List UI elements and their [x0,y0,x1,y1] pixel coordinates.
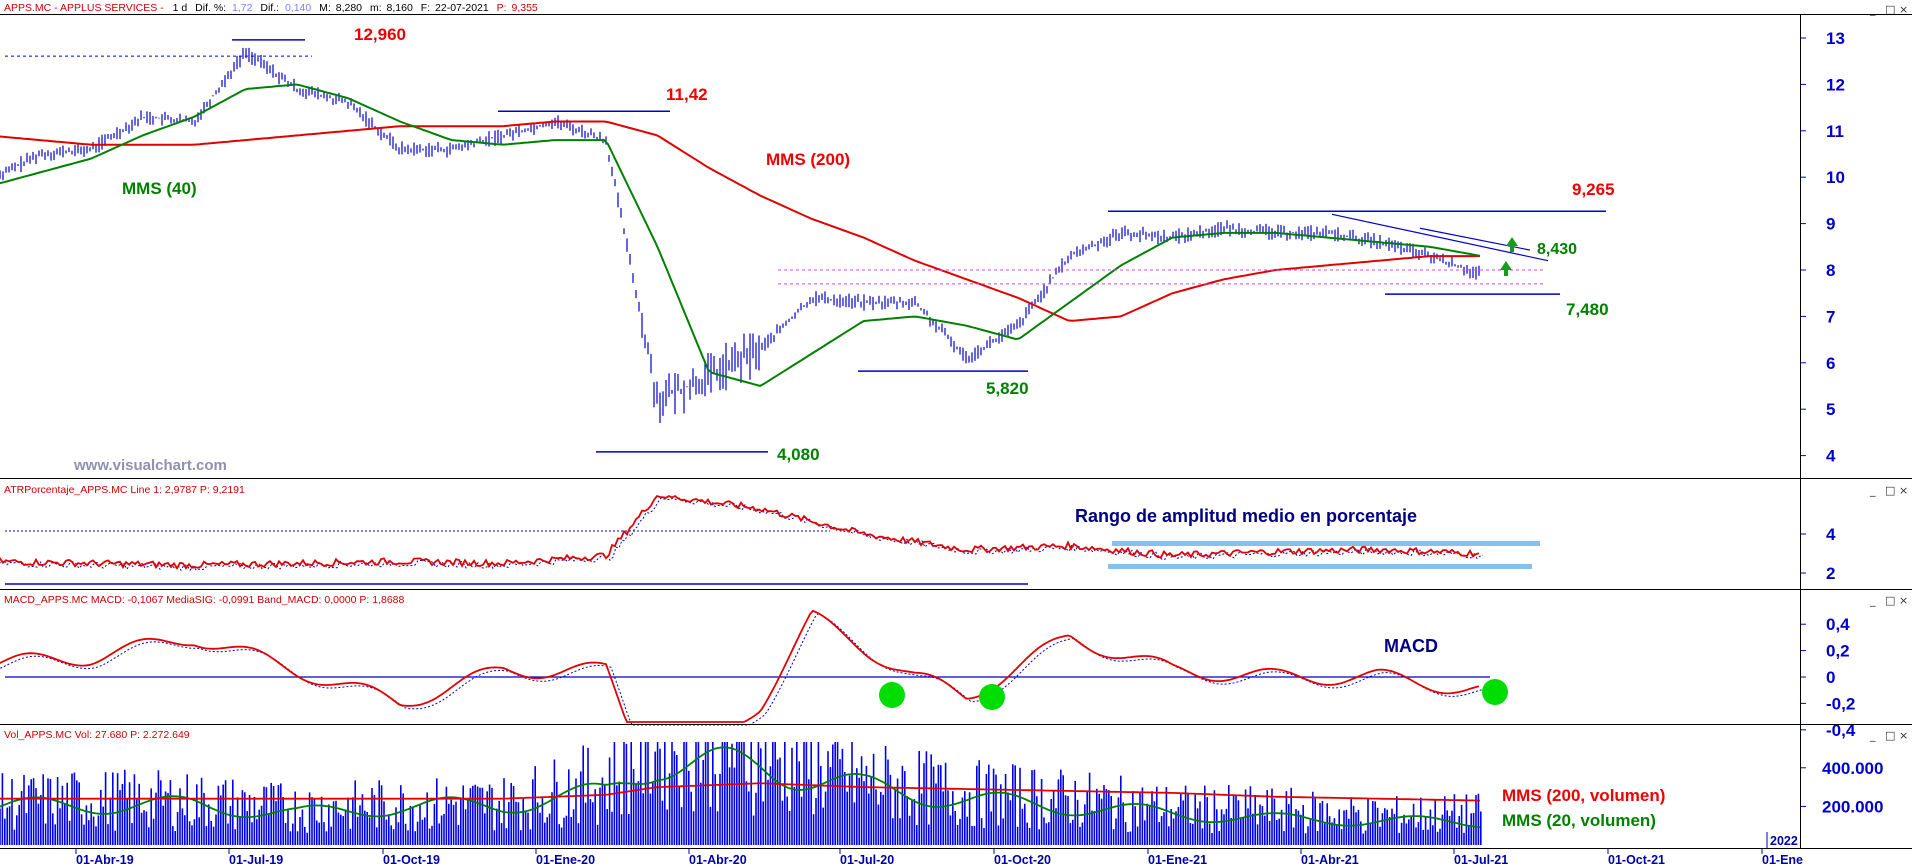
up-arrow-icon [1506,237,1518,252]
label-mid: 8,430 [1537,241,1577,258]
macd-close-button[interactable]: × [1899,594,1908,607]
atr-band-top [1112,541,1540,546]
price-tick-label: 12 [1826,75,1845,94]
label-top2: 11,42 [666,85,708,104]
signal-dot [879,682,905,708]
mms200-line [0,120,1480,322]
atr-close-button[interactable]: × [1899,484,1908,497]
mms40-line [0,83,1481,387]
date-tick-label: 01-Abr-21 [1301,853,1359,867]
label-low2: 5,820 [986,379,1029,398]
volume-plot[interactable]: 200.000 400.000 [0,742,1883,845]
price-window-buttons[interactable]: _ □ × [1869,3,1908,16]
price-panel[interactable]: APPS.MC - APPLUS SERVICES - 1 d Dif. %: … [0,2,1908,474]
macd-line [0,609,1480,723]
price-tick-label: 10 [1826,168,1845,187]
date-tick-label: 01-Oct-21 [1608,853,1665,867]
atr-plot[interactable]: 24 [0,494,1836,585]
atr-band-bottom [1108,564,1532,569]
date-tick-label: 01-Oct-19 [383,853,440,867]
label-mms200: MMS (200) [766,150,850,169]
trendline-down [1331,213,1549,262]
atr-tick-label: 4 [1826,525,1836,544]
price-tick-label: 4 [1826,447,1836,466]
volume-maximize-button[interactable]: □ [1885,729,1895,742]
label-high: 12,960 [354,25,406,44]
macd-maximize-button[interactable]: □ [1885,594,1895,607]
date-tick-label: 01-Jul-20 [840,853,894,867]
volume-tick-label: 200.000 [1822,797,1883,816]
atr-title: Rango de amplitud medio en porcentaje [1075,506,1417,526]
close-button[interactable]: × [1899,3,1908,16]
date-tick-label: 01-Ene-21 [1148,853,1207,867]
label-resist: 9,265 [1572,180,1615,199]
atr-window-buttons[interactable]: _ □ × [1869,484,1908,497]
macd-tick-label: 0,4 [1826,615,1850,634]
date-tick-label: 01-Oct-20 [994,853,1051,867]
price-tick-label: 5 [1826,400,1835,419]
price-header: APPS.MC - APPLUS SERVICES - 1 d Dif. %: … [4,2,538,14]
panel-frames [0,14,1912,849]
atr-minimize-button[interactable]: _ [1869,484,1876,497]
price-annotations: 12,960 11,42 MMS (200) MMS (40) 9,265 8,… [122,25,1615,464]
macd-window-buttons[interactable]: _ □ × [1869,594,1908,607]
atr-maximize-button[interactable]: □ [1885,484,1895,497]
minimize-button[interactable]: _ [1869,3,1876,16]
macd-tick-label: 0,2 [1826,642,1850,661]
volume-minimize-button[interactable]: _ [1869,729,1876,742]
price-tick-label: 13 [1826,29,1845,48]
date-tick-label: 01-Ene-20 [536,853,595,867]
volume-legend-200: MMS (200, volumen) [1502,786,1665,805]
date-tick-label: 01-Jul-19 [229,853,283,867]
atr-signal-line [0,497,1484,572]
macd-tick-label: 0 [1826,668,1835,687]
macd-title: MACD [1384,636,1438,656]
macd-tick-label: -0,2 [1826,694,1855,713]
price-tick-label: 6 [1826,354,1835,373]
year-marker-label: 2022 [1770,834,1798,848]
volume-mms20-line [0,746,1481,829]
macd-tick-label: -0,4 [1826,721,1856,740]
date-tick-label: 01-Abr-20 [689,853,747,867]
date-tick-label: 01-Jul-21 [1454,853,1508,867]
signal-dot [1482,679,1508,705]
volume-close-button[interactable]: × [1899,729,1908,742]
volume-legend-20: MMS (20, volumen) [1502,811,1656,830]
date-axis: 01-Abr-19 01-Jul-19 01-Oct-19 01-Ene-20 01-A… [75,832,1803,867]
volume-tick-label: 400.000 [1822,759,1883,778]
date-tick-label: 01-Ene [1762,853,1803,867]
atr-header: ATRPorcentaje_APPS.MC Line 1: 2,9787 P: … [4,484,245,496]
volume-window-buttons[interactable]: _ □ × [1869,729,1908,742]
up-arrow-icon [1500,261,1512,276]
atr-tick-label: 2 [1826,564,1835,583]
price-tick-label: 8 [1826,261,1835,280]
volume-header: Vol_APPS.MC Vol: 27.680 P: 2.272.649 [4,729,190,741]
macd-panel[interactable]: MACD_APPS.MC MACD: -0,1067 MediaSIG: -0,… [0,594,1908,740]
signal-dot [979,684,1005,710]
volume-mms200-line [0,782,1481,802]
label-mms40: MMS (40) [122,179,197,198]
atr-line [0,494,1480,570]
price-plot[interactable]: 4 5 6 7 8 9 10 11 12 13 [0,29,1845,466]
price-tick-label: 7 [1826,307,1835,326]
date-tick-label: 01-Abr-19 [76,853,134,867]
atr-panel[interactable]: ATRPorcentaje_APPS.MC Line 1: 2,9787 P: … [0,484,1908,585]
macd-minimize-button[interactable]: _ [1869,594,1876,607]
label-low1: 4,080 [777,445,820,464]
price-tick-label: 11 [1826,122,1844,141]
maximize-button[interactable]: □ [1885,3,1895,16]
watermark: www.visualchart.com [73,457,227,474]
label-support: 7,480 [1566,300,1609,319]
volume-panel[interactable]: Vol_APPS.MC Vol: 27.680 P: 2.272.649 _ □… [0,729,1908,845]
macd-header: MACD_APPS.MC MACD: -0,1067 MediaSIG: -0,… [4,594,405,606]
price-tick-label: 9 [1826,215,1835,234]
